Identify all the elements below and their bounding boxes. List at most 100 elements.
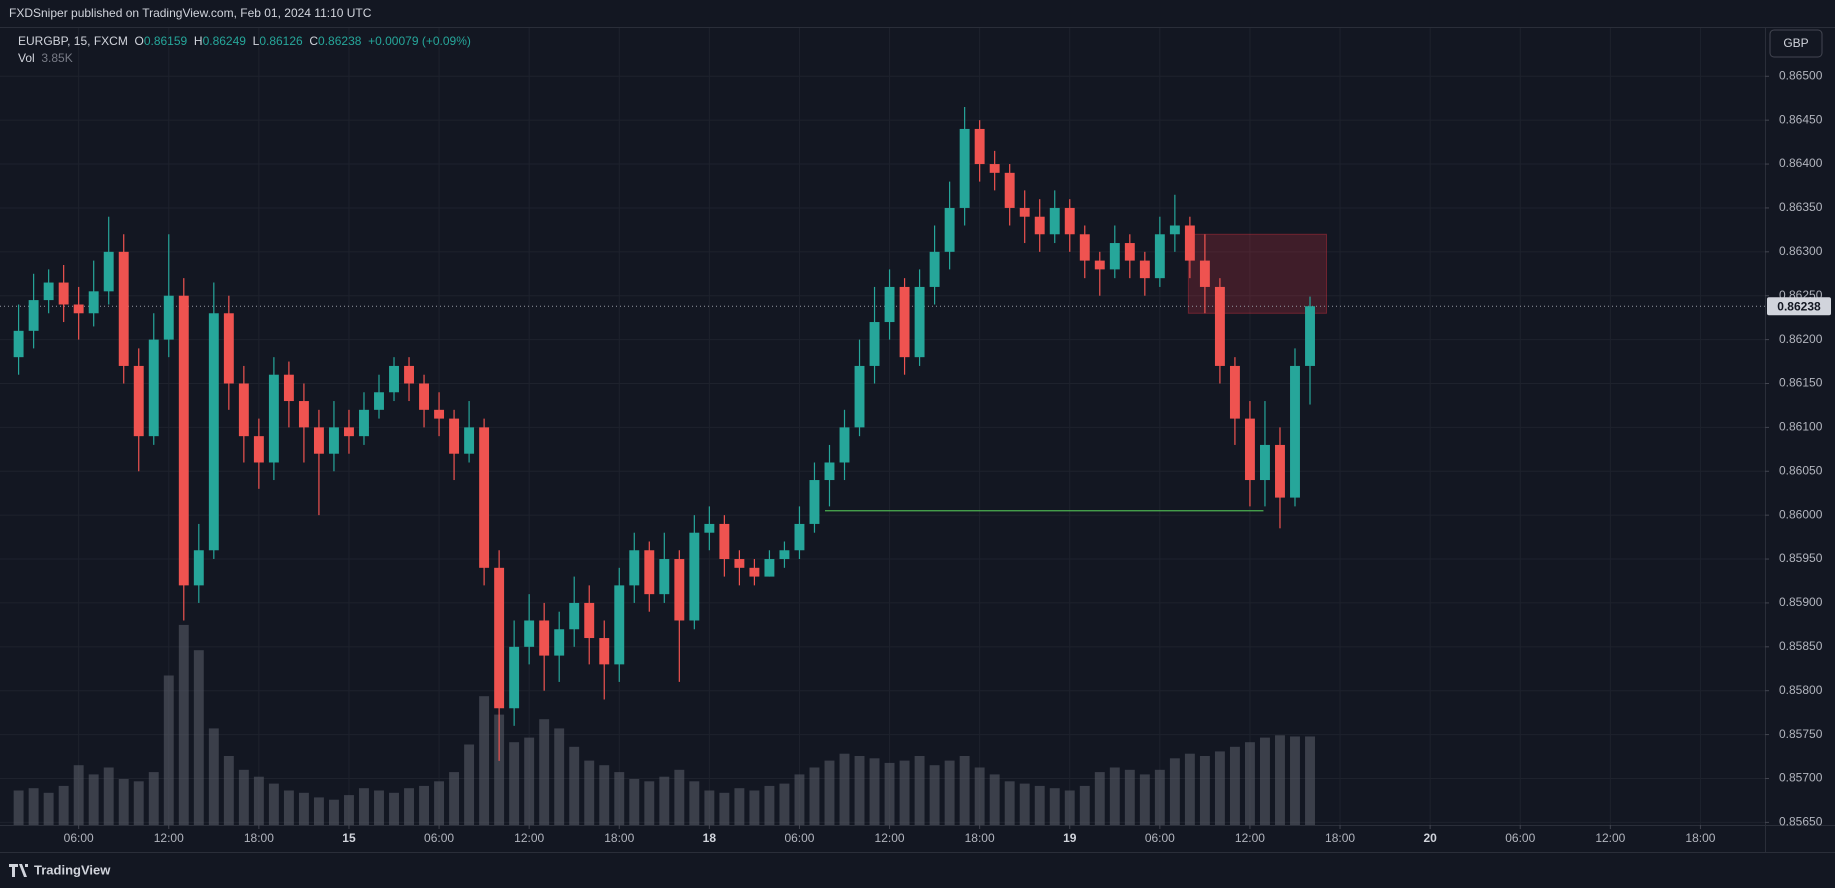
- grid: [0, 28, 1765, 825]
- candle-body: [313, 427, 324, 454]
- y-tick-label: 0.85950: [1779, 551, 1823, 565]
- volume-bar: [28, 788, 39, 825]
- volume-bar: [899, 760, 910, 825]
- volume-bar: [674, 769, 685, 825]
- x-tick-label: 06:00: [424, 831, 454, 845]
- volume-bar: [839, 753, 850, 825]
- candle-body: [959, 128, 970, 208]
- candle-body: [494, 567, 505, 709]
- x-tick-label: 06:00: [1145, 831, 1175, 845]
- volume-bar: [479, 696, 490, 825]
- x-tick-label: 18:00: [1325, 831, 1355, 845]
- candle-body: [1034, 216, 1045, 235]
- candle-body: [1199, 260, 1210, 287]
- x-tick-label: 12:00: [1595, 831, 1625, 845]
- candle-body: [1260, 444, 1270, 481]
- footer-brand: TradingView: [34, 862, 111, 877]
- candle-body: [629, 550, 640, 586]
- candle-body: [929, 251, 940, 287]
- y-tick-label: 0.85800: [1779, 683, 1823, 697]
- candle-body: [389, 365, 399, 393]
- volume-bar: [389, 792, 399, 825]
- candle-body: [118, 251, 129, 366]
- candle-body: [794, 523, 805, 551]
- volume-bar: [734, 788, 745, 825]
- volume-bar: [133, 781, 144, 825]
- volume-bar: [599, 765, 610, 825]
- x-tick-label: 15: [342, 831, 356, 845]
- volume-bar: [1034, 785, 1045, 825]
- x-tick-label: 12:00: [154, 831, 184, 845]
- candle-body: [869, 322, 880, 366]
- candle-body: [1139, 260, 1150, 279]
- candle-body: [1184, 225, 1195, 261]
- candle-body: [824, 462, 835, 481]
- y-tick-label: 0.86050: [1779, 463, 1823, 477]
- volume-bar: [1214, 751, 1225, 825]
- volume-bar: [974, 767, 985, 825]
- x-tick-label: 12:00: [514, 831, 544, 845]
- candle-body: [1124, 243, 1135, 261]
- x-tick-label: 20: [1423, 831, 1437, 845]
- candle-body: [1079, 234, 1090, 261]
- change: +0.00079 (+0.09%): [368, 34, 471, 48]
- candle-body: [1064, 207, 1075, 235]
- x-tick-label: 12:00: [875, 831, 905, 845]
- volume-bar: [659, 776, 670, 825]
- volume-bar: [1290, 736, 1300, 825]
- axes: 0.86500 0.86450 0.86400 0.86350 0.86300 0.862…: [64, 68, 1831, 845]
- candle-body: [779, 550, 790, 560]
- volume-bar: [148, 772, 159, 825]
- candle-body: [644, 550, 655, 595]
- candle-body: [133, 365, 144, 437]
- volume-bar: [509, 742, 520, 825]
- candle-body: [1214, 286, 1225, 366]
- y-tick-label: 0.86500: [1779, 68, 1823, 82]
- candle-body: [43, 282, 54, 301]
- candle-body: [884, 286, 895, 323]
- volume-bar: [884, 762, 895, 825]
- y-tick-label: 0.86400: [1779, 156, 1823, 170]
- candle-body: [178, 295, 189, 586]
- volume-row: Vol 3.85K: [18, 50, 471, 67]
- volume-bar: [313, 797, 324, 825]
- candle-body: [974, 128, 985, 165]
- high-label: H: [193, 34, 203, 48]
- x-tick-label: 18:00: [604, 831, 634, 845]
- volume-bar: [644, 781, 655, 825]
- volume-bar: [494, 714, 505, 825]
- candle-body: [464, 427, 475, 454]
- candle-layer: [13, 106, 1315, 761]
- candle-body: [674, 559, 685, 621]
- candle-body: [914, 286, 925, 358]
- volume-bar: [1244, 742, 1255, 825]
- footer-logo: [9, 864, 28, 877]
- candle-body: [283, 374, 294, 402]
- candle-body: [103, 251, 114, 292]
- volume-bar: [1260, 737, 1270, 825]
- currency-button[interactable]: [1769, 29, 1823, 58]
- volume-bar: [1004, 781, 1015, 825]
- candle-body: [1229, 365, 1240, 419]
- candle-body: [298, 401, 309, 428]
- candle-body: [1019, 207, 1030, 217]
- volume-bar: [163, 675, 174, 825]
- candle-body: [374, 392, 384, 410]
- currency-label[interactable]: GBP: [1783, 36, 1808, 50]
- candle-body: [524, 620, 535, 647]
- low-value: 0.86126: [259, 34, 303, 48]
- candle-body: [479, 427, 490, 568]
- volume-bar: [103, 767, 114, 825]
- candle-body: [1094, 260, 1105, 270]
- drawings: [0, 233, 1765, 512]
- candle-body: [764, 559, 775, 577]
- volume-bar: [374, 790, 384, 825]
- volume-bar: [944, 760, 955, 825]
- y-tick-label: 0.85900: [1779, 595, 1823, 609]
- candle-body: [163, 295, 174, 340]
- x-tick-label: 06:00: [64, 831, 94, 845]
- y-tick-label: 0.86100: [1779, 420, 1823, 434]
- candle-body: [1169, 225, 1180, 235]
- candle-body: [719, 523, 730, 560]
